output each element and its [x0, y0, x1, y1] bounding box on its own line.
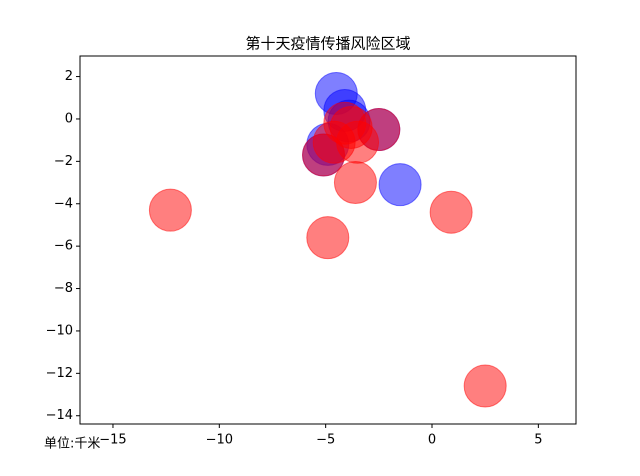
- point: [329, 105, 373, 149]
- point: [306, 216, 350, 260]
- point: [378, 163, 422, 207]
- y-tick-label: −2: [54, 154, 73, 169]
- y-tick-label: −8: [54, 281, 73, 296]
- y-tick-label: −6: [54, 239, 73, 254]
- y-tick-label: −12: [46, 366, 73, 381]
- point: [148, 188, 192, 232]
- point: [463, 364, 507, 408]
- point: [302, 133, 346, 177]
- chart-title: 第十天疫情传播风险区域: [245, 35, 410, 53]
- x-tick-label: −5: [316, 433, 335, 448]
- y-tick-label: −4: [54, 196, 73, 211]
- x-tick-label: 5: [534, 433, 542, 448]
- x-tick-label: −10: [206, 433, 233, 448]
- y-tick-label: 0: [65, 111, 73, 126]
- y-tick-label: 2: [65, 69, 73, 84]
- y-tick-label: −10: [46, 323, 73, 338]
- plot-frame: [79, 55, 577, 425]
- y-tick-label: −14: [46, 408, 73, 423]
- point: [429, 190, 473, 234]
- x-axis-label: 单位:千米: [44, 437, 100, 452]
- x-tick-label: −15: [99, 433, 126, 448]
- x-tick-label: 0: [428, 433, 436, 448]
